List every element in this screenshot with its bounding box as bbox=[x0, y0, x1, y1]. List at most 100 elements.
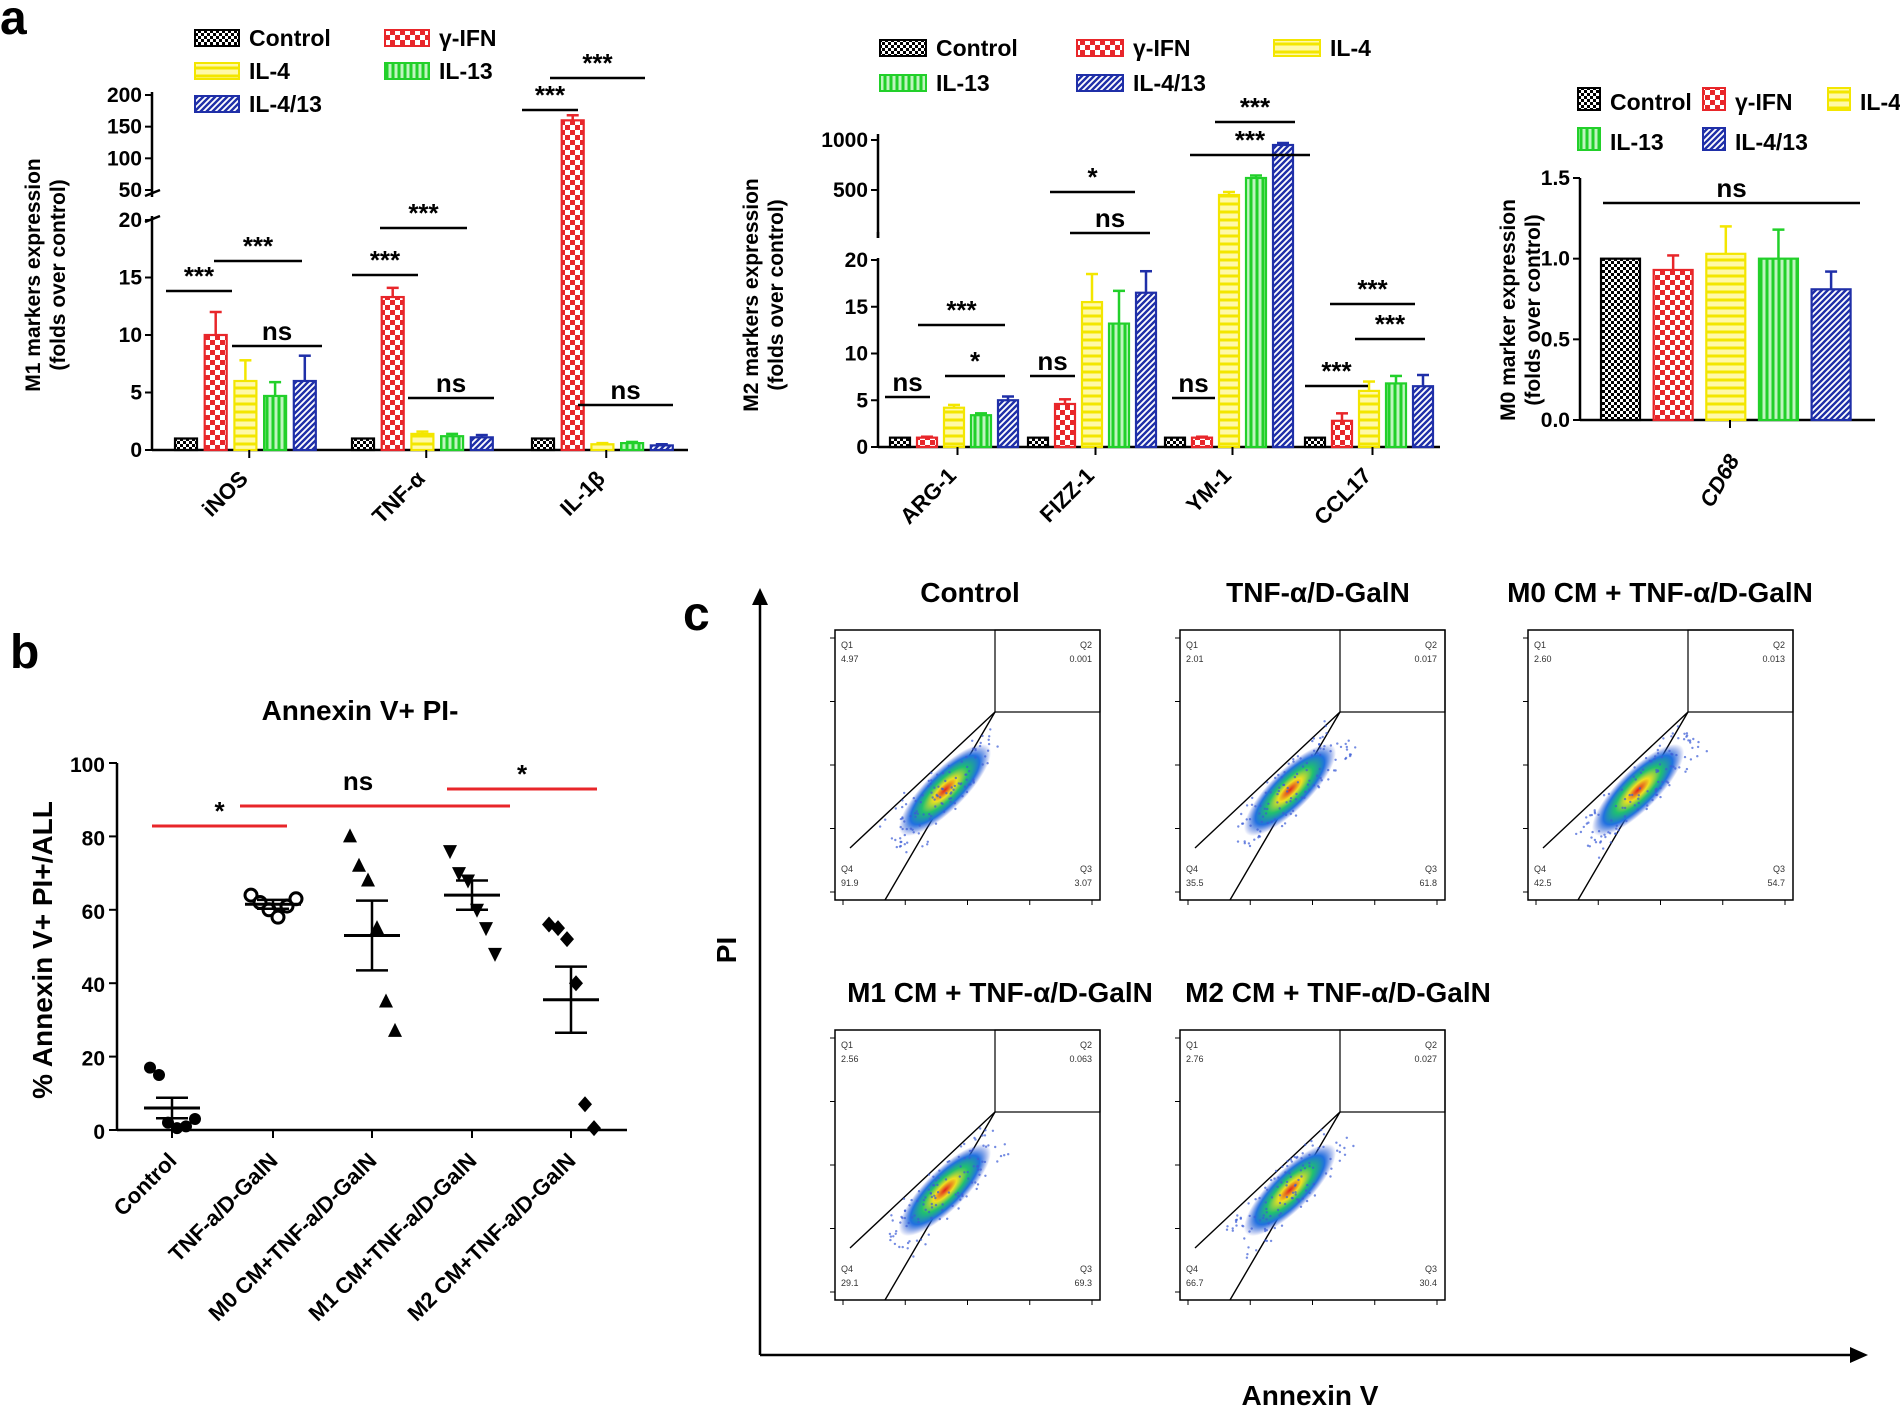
data-point-m1-cm-tnf-a-d-galn bbox=[488, 947, 502, 962]
legend-swatch-ifn bbox=[1702, 87, 1726, 111]
event-dot bbox=[1639, 771, 1643, 774]
significance-label: *** bbox=[1321, 356, 1352, 386]
data-point-m1-cm-tnf-a-d-galn bbox=[443, 845, 457, 860]
event-dot bbox=[932, 1175, 935, 1179]
event-dot bbox=[930, 815, 933, 818]
event-dot bbox=[1310, 754, 1314, 757]
event-dot bbox=[1319, 753, 1322, 757]
event-dot bbox=[1671, 732, 1675, 735]
event-dot bbox=[947, 764, 950, 768]
event-dot bbox=[953, 784, 956, 788]
event-dot bbox=[979, 741, 982, 745]
event-dot bbox=[1338, 1150, 1342, 1154]
event-dot bbox=[917, 1217, 920, 1221]
event-dot bbox=[1007, 1153, 1010, 1156]
significance-label: * bbox=[214, 796, 225, 826]
event-dot bbox=[957, 1155, 960, 1159]
event-dot bbox=[1306, 1183, 1309, 1187]
event-dot bbox=[1339, 745, 1343, 749]
event-dot bbox=[1597, 830, 1601, 833]
bar-il-4-inos bbox=[233, 379, 258, 452]
legend-label-il-13: IL-13 bbox=[936, 70, 990, 96]
legend-swatch-il-4 bbox=[1827, 87, 1851, 111]
event-dot bbox=[1318, 743, 1321, 746]
data-point-m2-cm-tnf-a-d-galn bbox=[560, 931, 574, 948]
significance-label: ns bbox=[1037, 346, 1067, 376]
event-dot bbox=[978, 744, 982, 748]
legend-label-control: Control bbox=[936, 35, 1018, 61]
event-dot bbox=[1329, 744, 1333, 747]
quadrant-label-q4: Q4 bbox=[841, 1264, 853, 1274]
event-dot bbox=[963, 1171, 966, 1174]
event-dot bbox=[1637, 794, 1641, 797]
event-dot bbox=[951, 1204, 954, 1208]
event-dot bbox=[1245, 804, 1249, 807]
event-dot bbox=[1644, 756, 1648, 760]
event-dot bbox=[1289, 1175, 1293, 1179]
event-dot bbox=[1352, 1144, 1355, 1148]
event-dot bbox=[1231, 1229, 1235, 1232]
event-dot bbox=[1602, 847, 1605, 850]
event-dot bbox=[1657, 780, 1660, 784]
quadrant-value-q2: 0.063 bbox=[1069, 1054, 1092, 1064]
event-dot bbox=[1286, 786, 1289, 790]
significance-label: *** bbox=[1375, 309, 1406, 339]
event-dot bbox=[1288, 1172, 1291, 1175]
event-dot bbox=[961, 1193, 964, 1196]
event-dot bbox=[1299, 757, 1302, 760]
pi-axis-arrow bbox=[752, 588, 768, 605]
bar-il-13-inos bbox=[263, 394, 288, 452]
event-dot bbox=[930, 1202, 933, 1206]
legend-swatch-il-4-13 bbox=[1702, 127, 1726, 151]
event-dot bbox=[1322, 1133, 1326, 1136]
event-dot bbox=[914, 812, 917, 815]
event-dot bbox=[1336, 1149, 1339, 1152]
event-dot bbox=[1336, 742, 1339, 745]
chart-m1-markers: Control γ-IFN IL-4 IL-13 IL-4/13 M1 markers e… bbox=[22, 25, 688, 529]
event-dot bbox=[1665, 768, 1668, 771]
significance-label: *** bbox=[1235, 125, 1266, 155]
quadrant-q2 bbox=[994, 629, 1101, 713]
event-dot bbox=[1615, 827, 1618, 830]
bar-ifn-arg-1 bbox=[915, 436, 939, 449]
panel-label-a: a bbox=[0, 0, 27, 45]
quadrant-value-q3: 3.07 bbox=[1074, 878, 1092, 888]
event-dot bbox=[916, 812, 919, 815]
event-dot bbox=[948, 771, 951, 774]
data-point-m0-cm-tnf-a-d-galn bbox=[370, 920, 384, 935]
density-cloud bbox=[1591, 743, 1685, 837]
event-dot bbox=[1659, 786, 1662, 790]
event-dot bbox=[1312, 737, 1316, 740]
event-dot bbox=[1656, 769, 1660, 772]
event-dot bbox=[1678, 766, 1681, 769]
legend-label-il-4-13: IL-4/13 bbox=[1735, 129, 1808, 155]
quadrant-value-q3: 69.3 bbox=[1074, 1278, 1092, 1288]
event-dot bbox=[1692, 737, 1695, 741]
event-dot bbox=[1296, 755, 1300, 758]
event-dot bbox=[1637, 801, 1640, 805]
significance-label: *** bbox=[243, 231, 274, 261]
legend-swatch-il-13 bbox=[879, 74, 927, 92]
bar-il-13-cd68 bbox=[1757, 257, 1800, 422]
quadrant-label-q3: Q3 bbox=[1773, 864, 1785, 874]
event-dot bbox=[938, 1169, 941, 1172]
event-dot bbox=[1593, 809, 1596, 812]
quadrant-value-q2: 0.017 bbox=[1414, 654, 1437, 664]
event-dot bbox=[1308, 1165, 1311, 1168]
event-dot bbox=[928, 813, 931, 816]
event-dot bbox=[1290, 1196, 1294, 1200]
legend-swatch-control bbox=[879, 39, 927, 57]
event-dot bbox=[1239, 1217, 1243, 1220]
quadrant-q2 bbox=[1339, 629, 1446, 713]
quadrant-label-q2: Q2 bbox=[1425, 1040, 1437, 1050]
event-dot bbox=[1623, 797, 1627, 801]
event-dot bbox=[972, 780, 975, 783]
event-dot bbox=[1258, 1196, 1261, 1200]
event-dot bbox=[924, 1208, 927, 1212]
event-dot bbox=[903, 791, 906, 795]
y-tick-label: 20 bbox=[119, 209, 142, 232]
category-label-ccl17: CCL17 bbox=[1309, 463, 1376, 530]
bar-il-4-13-ccl17 bbox=[1411, 385, 1435, 449]
event-dot bbox=[963, 1157, 966, 1160]
